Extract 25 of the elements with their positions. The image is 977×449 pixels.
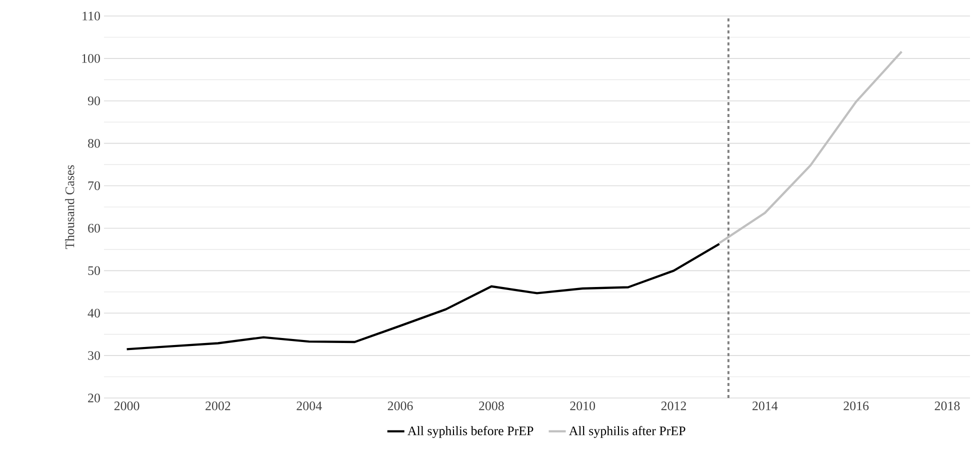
y-tick-label: 80 [88,138,100,148]
legend-label: All syphilis after PrEP [568,426,686,438]
line-series [718,50,903,244]
y-tick-label: 50 [88,266,100,276]
x-tick-label: 2016 [844,402,869,410]
y-tick-label: 70 [88,181,100,190]
x-tick-label: 2014 [752,402,778,410]
y-tick-label: 100 [82,54,100,63]
x-tick-label: 2000 [114,402,140,410]
x-tick-label: 2002 [206,402,230,410]
x-tick-label: 2010 [570,402,596,410]
x-tick-label: 2018 [934,402,960,410]
y-tick-label: 110 [82,12,100,20]
x-tick-label: 2006 [388,402,413,410]
line-series [126,242,720,350]
y-tick-label: 20 [88,394,100,402]
x-tick-label: 2008 [479,402,504,410]
legend-label: All syphilis before PrEP [408,426,534,438]
y-tick-label: 30 [88,351,100,360]
y-tick-label: 60 [88,224,100,233]
x-tick-label: 2012 [661,402,686,410]
y-axis-title: Thousand Cases [65,165,74,250]
y-tick-label: 40 [88,308,100,318]
x-tick-label: 2004 [296,402,322,410]
y-tick-label: 90 [88,96,100,106]
